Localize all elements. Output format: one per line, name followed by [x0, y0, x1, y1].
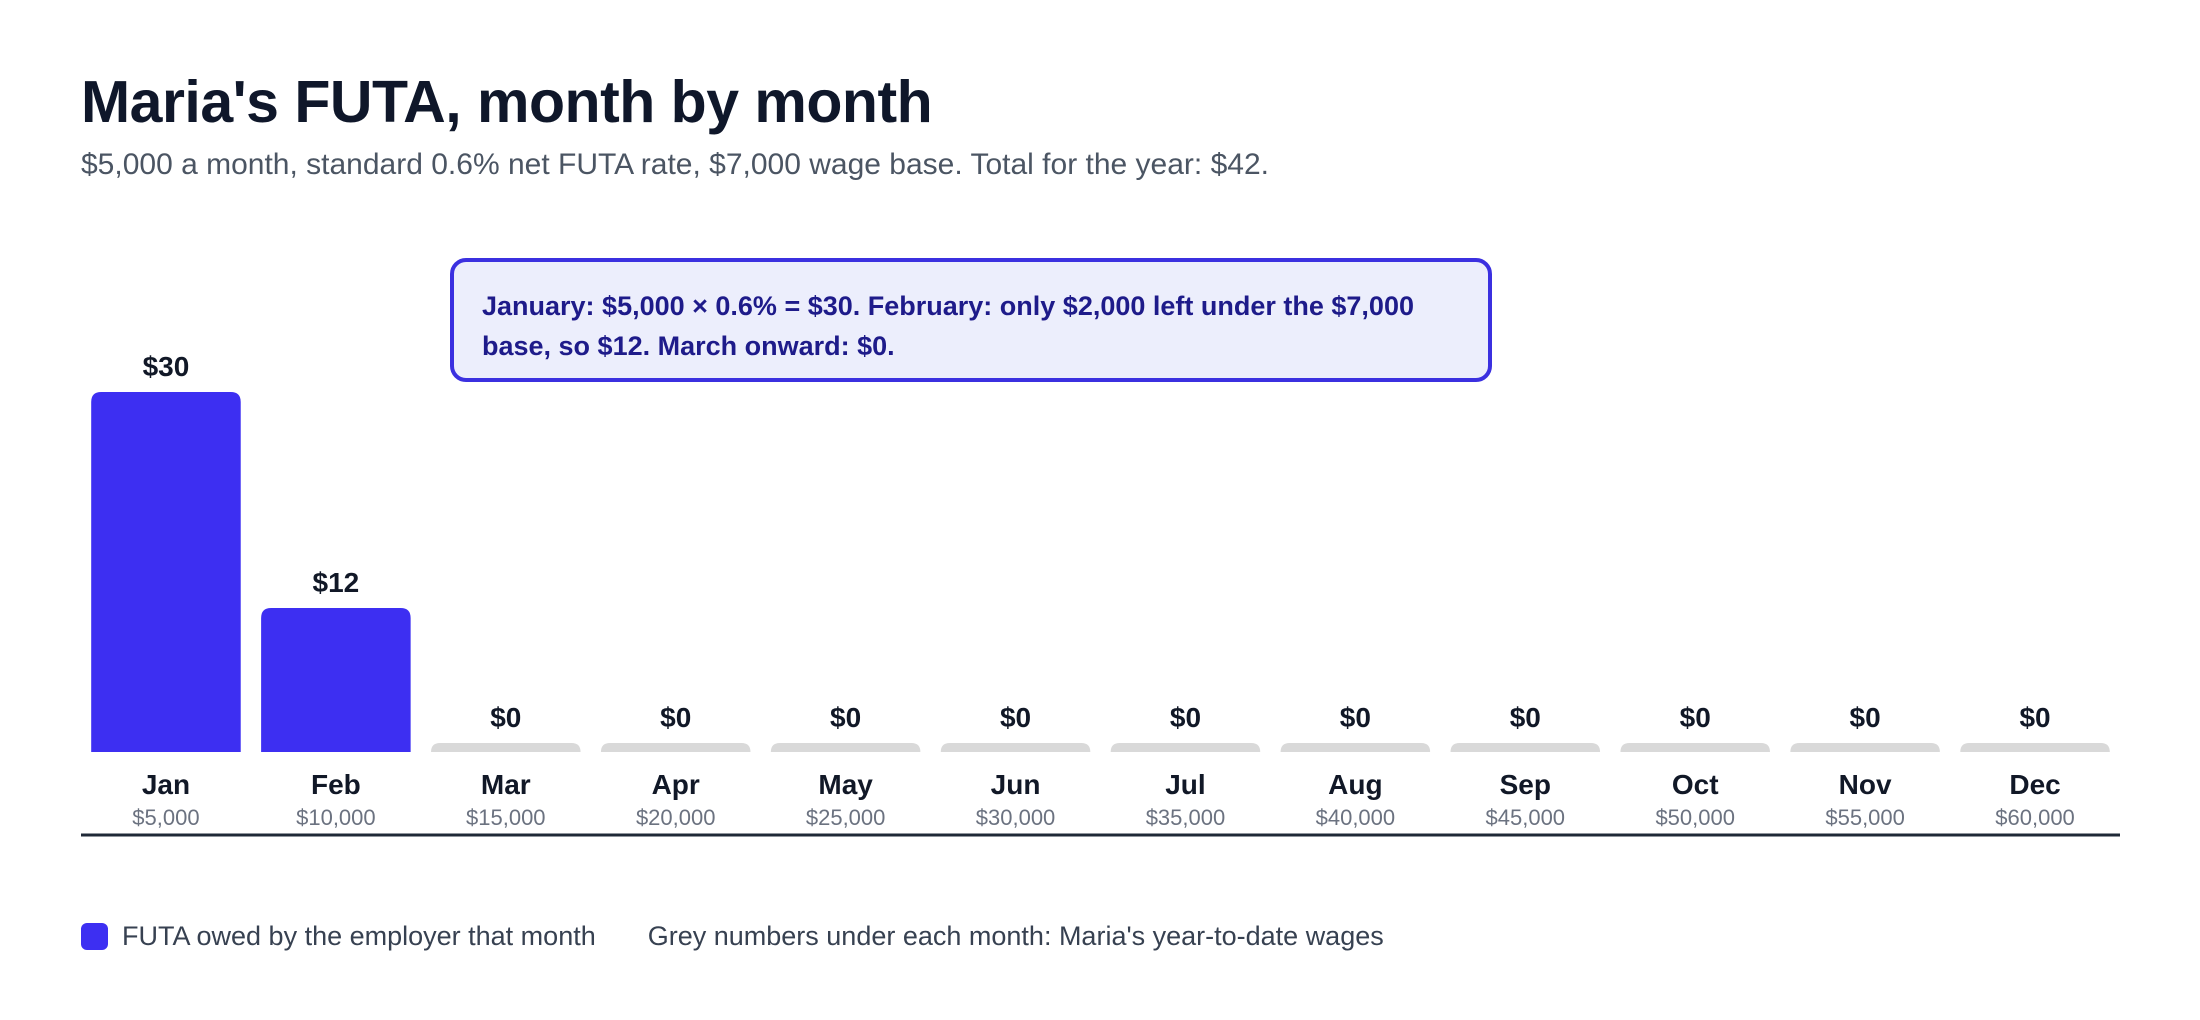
- bar-apr: [600, 743, 751, 752]
- month-label: Jan: [142, 769, 190, 800]
- chart-title: Maria's FUTA, month by month: [81, 69, 933, 135]
- ytd-wages-label: $30,000: [976, 805, 1056, 830]
- month-label: Mar: [481, 769, 531, 800]
- legend-series-label: FUTA owed by the employer that month: [122, 920, 596, 951]
- month-label: Jun: [991, 769, 1041, 800]
- ytd-wages-label: $15,000: [466, 805, 546, 830]
- bar-value-label: $0: [490, 702, 521, 733]
- month-label: Nov: [1839, 769, 1892, 800]
- ytd-wages-label: $20,000: [636, 805, 716, 830]
- bar-may: [770, 743, 921, 752]
- explanation-callout: January: $5,000 × 0.6% = $30. February: …: [450, 258, 1492, 382]
- bar-value-label: $0: [1850, 702, 1881, 733]
- ytd-wages-label: $45,000: [1486, 805, 1566, 830]
- ytd-wages-label: $55,000: [1825, 805, 1905, 830]
- bar-jun: [940, 743, 1091, 752]
- month-label: Aug: [1328, 769, 1382, 800]
- ytd-wages-label: $10,000: [296, 805, 376, 830]
- bar-aug: [1280, 743, 1431, 752]
- ytd-wages-label: $35,000: [1146, 805, 1226, 830]
- ytd-wages-label: $40,000: [1316, 805, 1396, 830]
- bar-value-label: $30: [143, 351, 190, 382]
- bar-jul: [1110, 743, 1261, 752]
- bar-value-label: $0: [1340, 702, 1371, 733]
- legend: FUTA owed by the employer that month Gre…: [81, 918, 1384, 954]
- legend-note: Grey numbers under each month: Maria's y…: [647, 920, 1384, 951]
- ytd-wages-label: $5,000: [132, 805, 199, 830]
- ytd-wages-label: $60,000: [1995, 805, 2075, 830]
- bar-value-label: $0: [830, 702, 861, 733]
- legend-swatch: [81, 922, 108, 950]
- month-label: Feb: [311, 769, 361, 800]
- bar-sep: [1450, 743, 1601, 752]
- bar-feb: [261, 608, 411, 752]
- bar-value-label: $0: [1000, 702, 1031, 733]
- ytd-wages-label: $50,000: [1655, 805, 1735, 830]
- month-label: Sep: [1500, 769, 1551, 800]
- bar-jan: [91, 392, 241, 752]
- bar-value-label: $0: [1680, 702, 1711, 733]
- bar-nov: [1790, 743, 1940, 752]
- month-label: Oct: [1672, 769, 1719, 800]
- bar-value-label: $0: [660, 702, 691, 733]
- bar-value-label: $0: [1510, 702, 1541, 733]
- month-label: May: [818, 769, 873, 800]
- bar-value-label: $0: [1170, 702, 1201, 733]
- bar-value-label: $12: [313, 567, 360, 598]
- month-label: Dec: [2009, 769, 2060, 800]
- month-label: Apr: [652, 769, 700, 800]
- ytd-wages-label: $25,000: [806, 805, 886, 830]
- bar-dec: [1960, 743, 2110, 752]
- bar-oct: [1620, 743, 1770, 752]
- bar-value-label: $0: [2019, 702, 2050, 733]
- month-label: Jul: [1165, 769, 1205, 800]
- chart-subtitle: $5,000 a month, standard 0.6% net FUTA r…: [81, 148, 1269, 181]
- bar-mar: [431, 743, 581, 752]
